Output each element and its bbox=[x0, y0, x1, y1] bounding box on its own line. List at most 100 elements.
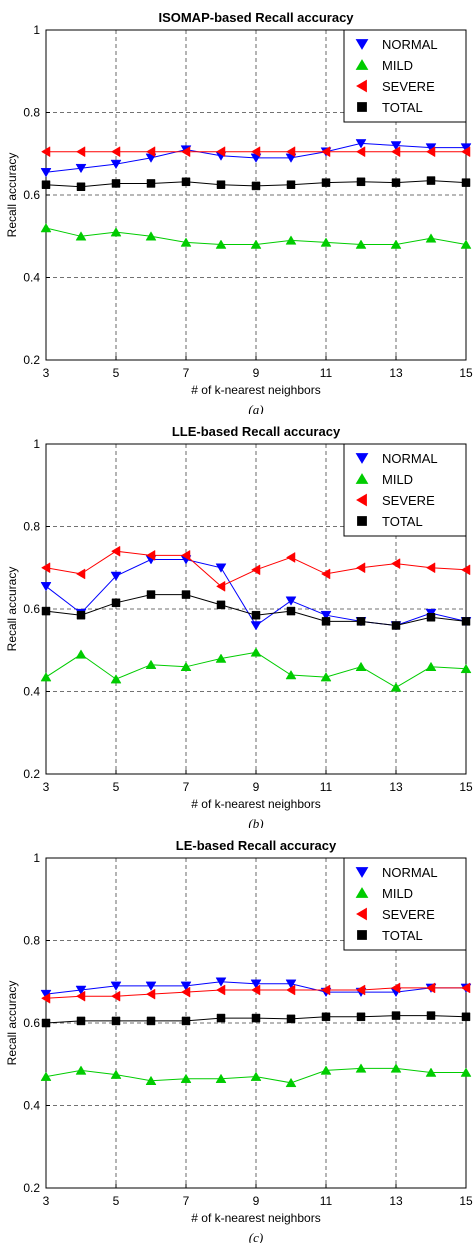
data-point bbox=[251, 564, 261, 576]
y-tick-label: 0.8 bbox=[23, 106, 40, 120]
data-point bbox=[461, 178, 471, 187]
data-point bbox=[75, 1065, 87, 1075]
series-total bbox=[41, 176, 471, 191]
y-tick-label: 0.4 bbox=[23, 271, 40, 285]
y-tick-label: 1 bbox=[33, 851, 40, 865]
data-point bbox=[215, 1073, 227, 1083]
legend: NORMAL MILD SEVERE TOTAL bbox=[343, 443, 467, 537]
legend-label: MILD bbox=[382, 472, 413, 487]
data-point bbox=[41, 180, 51, 189]
series-total bbox=[41, 1011, 471, 1028]
data-point bbox=[286, 552, 296, 563]
series-severe bbox=[41, 982, 471, 1004]
data-point bbox=[40, 672, 52, 682]
legend-marker bbox=[355, 887, 369, 898]
y-tick-label: 0.2 bbox=[23, 353, 40, 367]
data-point bbox=[461, 1012, 471, 1022]
data-point bbox=[460, 239, 472, 249]
x-tick-label: 11 bbox=[320, 366, 333, 380]
data-point bbox=[461, 564, 471, 576]
data-point bbox=[321, 617, 331, 626]
data-point bbox=[111, 545, 121, 557]
legend-marker bbox=[357, 930, 367, 940]
data-point bbox=[146, 1016, 156, 1026]
legend-marker bbox=[356, 79, 367, 93]
data-point bbox=[426, 613, 436, 622]
data-point bbox=[460, 663, 472, 674]
legend-marker bbox=[357, 102, 367, 112]
data-point bbox=[146, 590, 156, 599]
x-tick-label: 9 bbox=[253, 780, 260, 794]
x-tick-label: 9 bbox=[253, 366, 260, 380]
data-point bbox=[110, 674, 122, 684]
legend-marker bbox=[357, 516, 367, 526]
data-point bbox=[425, 233, 437, 243]
x-tick-label: 3 bbox=[43, 1194, 50, 1208]
series-severe bbox=[41, 146, 471, 158]
x-tick-label: 13 bbox=[389, 1194, 403, 1208]
data-point bbox=[40, 168, 52, 178]
data-point bbox=[111, 146, 121, 158]
x-tick-label: 11 bbox=[320, 1194, 333, 1208]
data-point bbox=[111, 179, 121, 188]
data-point bbox=[356, 984, 366, 996]
data-point bbox=[251, 1013, 261, 1023]
data-point bbox=[76, 1016, 86, 1026]
series-mild bbox=[40, 223, 472, 249]
x-axis-label: # of k-nearest neighbors bbox=[191, 383, 320, 397]
data-point bbox=[391, 1011, 401, 1020]
y-tick-label: 1 bbox=[33, 437, 40, 451]
legend: NORMAL MILD SEVERE TOTAL bbox=[343, 857, 467, 951]
data-point bbox=[356, 177, 366, 187]
data-point bbox=[145, 1075, 157, 1085]
x-tick-label: 11 bbox=[320, 780, 333, 794]
x-tick-label: 7 bbox=[183, 780, 190, 794]
x-tick-label: 15 bbox=[459, 366, 473, 380]
data-point bbox=[75, 231, 87, 241]
y-tick-label: 0.8 bbox=[23, 520, 40, 534]
panel-caption: (a) bbox=[248, 402, 263, 414]
y-tick-label: 0.2 bbox=[23, 1181, 40, 1195]
y-tick-label: 0.6 bbox=[23, 1016, 40, 1030]
legend-label: SEVERE bbox=[382, 79, 435, 94]
data-point bbox=[355, 661, 367, 671]
x-tick-label: 3 bbox=[43, 366, 50, 380]
data-point bbox=[390, 141, 402, 151]
data-point bbox=[355, 239, 367, 249]
y-tick-label: 0.6 bbox=[23, 602, 40, 616]
data-point bbox=[391, 982, 401, 994]
data-point bbox=[41, 992, 51, 1004]
data-point bbox=[41, 606, 51, 616]
data-point bbox=[320, 610, 332, 621]
data-point bbox=[391, 178, 401, 187]
data-point bbox=[286, 180, 296, 189]
legend-marker bbox=[355, 867, 369, 878]
data-point bbox=[320, 672, 332, 682]
data-point bbox=[390, 682, 402, 692]
data-point bbox=[180, 661, 192, 671]
data-point bbox=[285, 1077, 297, 1088]
chart-title: LE-based Recall accuracy bbox=[176, 838, 337, 853]
data-point bbox=[461, 982, 471, 994]
series-severe bbox=[41, 545, 471, 592]
data-point bbox=[391, 146, 401, 158]
data-point bbox=[426, 146, 436, 158]
panel-caption: (c) bbox=[249, 1230, 263, 1243]
data-point bbox=[460, 1067, 472, 1077]
data-point bbox=[110, 1069, 122, 1079]
data-point bbox=[181, 1016, 191, 1026]
data-point bbox=[75, 649, 87, 659]
x-tick-label: 13 bbox=[389, 780, 403, 794]
data-point bbox=[216, 984, 226, 996]
legend-label: TOTAL bbox=[382, 100, 423, 115]
data-point bbox=[76, 146, 86, 158]
x-tick-label: 7 bbox=[183, 1194, 190, 1208]
data-point bbox=[110, 227, 122, 237]
data-point bbox=[390, 239, 402, 249]
x-tick-label: 5 bbox=[113, 780, 120, 794]
x-tick-label: 9 bbox=[253, 1194, 260, 1208]
y-tick-label: 1 bbox=[33, 23, 40, 37]
data-point bbox=[461, 617, 471, 626]
legend-marker bbox=[355, 39, 369, 50]
legend-label: TOTAL bbox=[382, 514, 423, 529]
